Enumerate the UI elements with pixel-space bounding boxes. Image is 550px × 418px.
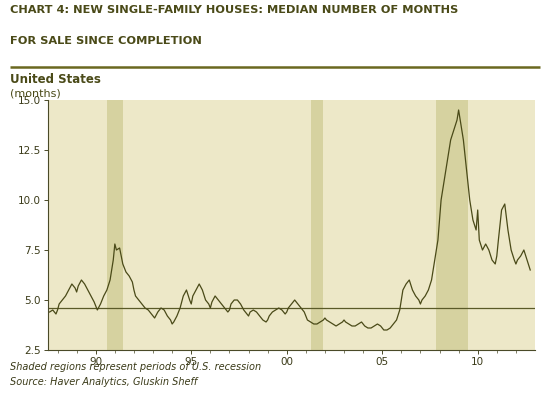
Text: FOR SALE SINCE COMPLETION: FOR SALE SINCE COMPLETION [10,36,202,46]
Text: United States: United States [10,73,101,86]
Bar [436,100,468,350]
Bar [311,100,323,350]
Bar [107,100,123,350]
Text: Shaded regions represent periods of U.S. recession: Shaded regions represent periods of U.S.… [10,362,261,372]
Text: CHART 4: NEW SINGLE-FAMILY HOUSES: MEDIAN NUMBER OF MONTHS: CHART 4: NEW SINGLE-FAMILY HOUSES: MEDIA… [10,5,458,15]
Text: (months): (months) [10,88,60,98]
Text: Source: Haver Analytics, Gluskin Sheff: Source: Haver Analytics, Gluskin Sheff [10,377,197,387]
